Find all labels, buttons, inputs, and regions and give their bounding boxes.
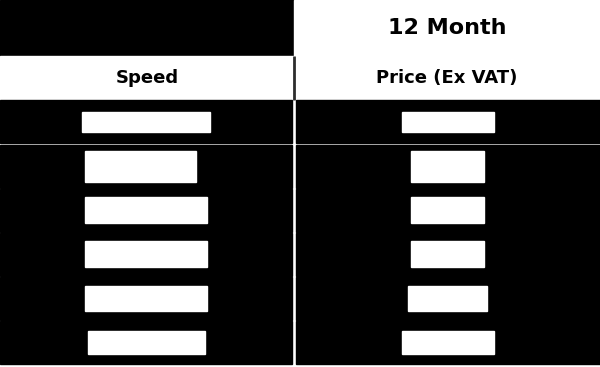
Bar	[85, 241, 208, 267]
Bar	[296, 145, 600, 188]
Text: Price (Ex VAT): Price (Ex VAT)	[376, 69, 518, 87]
Bar	[85, 197, 208, 223]
Bar	[0, 145, 292, 188]
Bar	[402, 112, 494, 132]
Bar	[296, 189, 600, 232]
Bar	[88, 331, 205, 355]
Bar	[0, 56, 600, 101]
Bar	[0, 321, 292, 364]
Bar	[296, 321, 600, 364]
Bar	[0, 189, 292, 232]
Bar	[85, 150, 196, 182]
Bar	[0, 233, 292, 276]
Bar	[412, 150, 484, 182]
Bar	[296, 277, 600, 320]
Bar	[85, 286, 208, 311]
Bar	[0, 101, 292, 143]
Bar	[294, 0, 600, 56]
Text: 12 Month: 12 Month	[388, 18, 506, 38]
Bar	[296, 101, 600, 143]
Bar	[402, 331, 494, 355]
Bar	[409, 286, 487, 311]
Bar	[412, 197, 484, 223]
Bar	[0, 277, 292, 320]
Bar	[82, 112, 211, 132]
Bar	[412, 241, 484, 267]
Bar	[0, 101, 600, 365]
Text: Speed: Speed	[115, 69, 179, 87]
Bar	[0, 0, 294, 56]
Bar	[296, 233, 600, 276]
